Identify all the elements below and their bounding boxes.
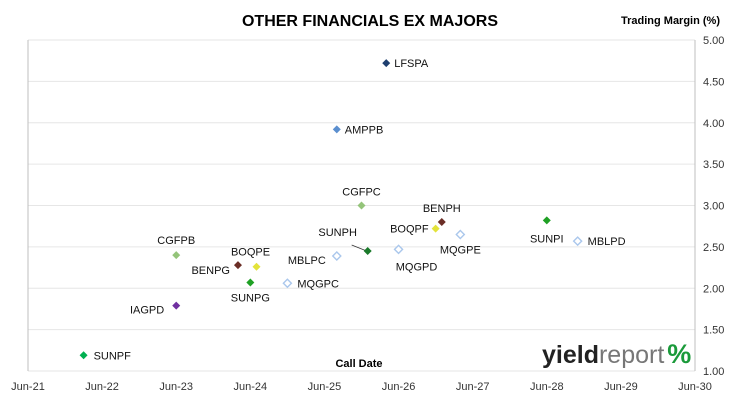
marker-diamond [246,278,255,287]
data-point-benph: BENPH [423,203,461,227]
point-label: BOQPF [390,224,429,236]
marker-diamond [233,261,242,270]
logo-percent-symbol: % [667,339,691,369]
marker-diamond-open [572,236,583,247]
x-tick-label: Jun-21 [11,381,45,393]
x-tick-label: Jun-25 [308,381,342,393]
marker-diamond-open [455,229,466,240]
y-tick-label: 4.00 [703,118,724,130]
point-label: MQGPE [440,244,481,256]
y-tick-label: 2.00 [703,283,724,295]
data-point-boqpe: BOQPE [231,247,270,271]
data-point-iagpd: IAGPD [130,301,181,317]
marker-diamond [363,247,372,256]
data-point-boqpf: BOQPF [390,224,440,236]
x-tick-label: Jun-27 [456,381,490,393]
y-tick-label: 3.50 [703,159,724,171]
y-tick-label: 4.50 [703,76,724,88]
data-point-lfspa: LFSPA [382,58,429,70]
marker-diamond-open [282,278,293,289]
y-tick-labels: 1.00 1.50 2.00 2.50 3.00 3.50 4.00 4.50 5.00 [703,35,724,378]
logo-text-light: report [599,341,664,369]
data-point-sunpg: SUNPG [231,278,270,304]
svg-text:yieldreport%: yieldreport% [542,339,691,369]
point-label: BOQPE [231,247,270,259]
marker-diamond [357,201,366,210]
y-tick-label: 1.50 [703,325,724,337]
point-label: SUNPI [530,233,564,245]
marker-diamond [431,224,440,233]
y-tick-label: 1.00 [703,366,724,378]
point-label: BENPG [191,265,230,277]
y-tick-label: 5.00 [703,35,724,47]
chart-title: OTHER FINANCIALS EX MAJORS [242,13,498,30]
x-tick-label: Jun-28 [530,381,564,393]
data-point-cgfpb: CGFPB [157,235,195,260]
point-label: MBLPC [288,255,326,267]
x-axis-title: Call Date [335,358,382,370]
point-label: SUNPF [94,350,132,362]
leader-line-sunph [351,244,367,252]
data-point-benpg: BENPG [191,261,242,277]
data-point-sunph: SUNPH [318,227,372,256]
marker-diamond-open [393,244,404,255]
x-tick-labels: Jun-21 Jun-22 Jun-23 Jun-24 Jun-25 Jun-26 Jun-… [11,381,712,393]
marker-diamond [172,301,181,310]
x-tick-label: Jun-23 [159,381,193,393]
x-tick-label: Jun-30 [678,381,712,393]
y-tick-label: 3.00 [703,201,724,213]
marker-diamond [252,262,261,271]
point-label: SUNPH [318,227,357,239]
marker-diamond [332,125,341,134]
data-point-mqgpd: MQGPD [393,244,438,273]
point-label: AMPPB [345,124,384,136]
data-point-amppb: AMPPB [332,124,384,136]
point-label: BENPH [423,203,461,215]
marker-diamond-open [331,250,342,261]
point-label: LFSPA [394,58,429,70]
data-point-mqgpe: MQGPE [440,229,481,256]
logo-text-bold: yield [542,341,599,369]
y-tick-label: 2.50 [703,242,724,254]
marker-diamond [437,218,446,227]
marker-diamond [79,351,88,360]
y-axis-title: Trading Margin (%) [621,15,720,27]
point-label: SUNPG [231,292,270,304]
data-point-mblpd: MBLPD [572,236,626,248]
x-tick-label: Jun-24 [234,381,268,393]
data-point-sunpi: SUNPI [530,216,564,245]
data-point-mblpc: MBLPC [288,250,342,267]
point-label: MQGPC [297,278,339,290]
point-label: CGFPC [342,187,381,199]
data-points: LFSPA AMPPB CGFPC BENPH SUNPI BOQPF MQGPE MBLPD… [79,58,626,362]
x-tick-label: Jun-22 [85,381,119,393]
data-point-sunpf: SUNPF [79,350,132,362]
x-tick-label: Jun-26 [382,381,416,393]
marker-diamond [382,59,391,68]
point-label: MQGPD [396,261,438,273]
data-point-mqgpc: MQGPC [282,278,339,290]
yieldreport-logo: yieldreport% [542,339,691,369]
marker-diamond [542,216,551,225]
x-tick-label: Jun-29 [604,381,638,393]
point-label: CGFPB [157,235,195,247]
data-point-cgfpc: CGFPC [342,187,381,210]
point-label: IAGPD [130,305,164,317]
marker-diamond [172,251,181,260]
point-label: MBLPD [588,236,626,248]
